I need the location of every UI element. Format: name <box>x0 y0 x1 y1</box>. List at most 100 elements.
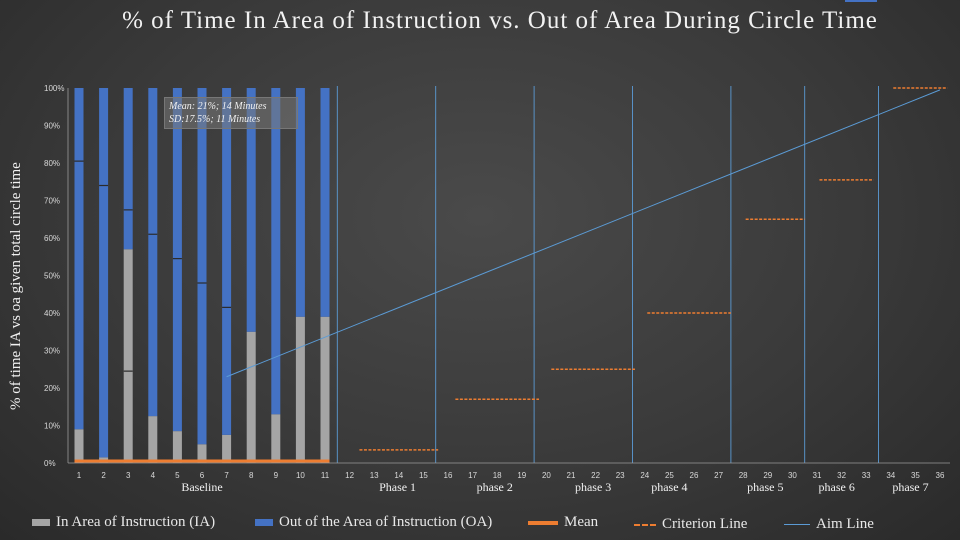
y-tick-label: 30% <box>44 347 60 356</box>
x-tick-label: 15 <box>419 471 428 480</box>
legend-item-oa: Out of the Area of Instruction (OA) <box>255 514 492 531</box>
legend-swatch-criterion <box>634 523 656 526</box>
x-tick-label: 8 <box>249 471 254 480</box>
legend-label-aim: Aim Line <box>816 516 874 532</box>
y-tick-label: 20% <box>44 384 60 393</box>
overlays <box>74 87 948 463</box>
phase-label: Baseline <box>181 480 222 494</box>
y-tick-label: 40% <box>44 309 60 318</box>
decorative-accent-bar <box>845 0 877 2</box>
x-tick-label: 20 <box>542 471 551 480</box>
bar-ia-session-11 <box>320 316 330 463</box>
phase-label: phase 2 <box>477 480 513 494</box>
chart-title: % of Time In Area of Instruction vs. Out… <box>122 7 878 34</box>
phase-label: phase 5 <box>747 480 783 494</box>
bar-oa-session-9 <box>271 88 281 415</box>
phase-label: phase 3 <box>575 480 611 494</box>
x-tick-label: 29 <box>763 471 772 480</box>
x-tick-label: 13 <box>370 471 379 480</box>
bar-oa-session-7 <box>222 88 232 435</box>
x-tick-label: 19 <box>517 471 526 480</box>
y-tick-label: 0% <box>44 459 56 468</box>
phase-label: phase 7 <box>892 480 928 494</box>
bar-ia-session-8 <box>246 331 256 463</box>
x-tick-label: 31 <box>813 471 822 480</box>
x-tick-label: 4 <box>151 471 156 480</box>
y-tick-label: 70% <box>44 197 60 206</box>
x-tick-label: 28 <box>739 471 748 480</box>
bar-ia-session-1 <box>74 429 84 463</box>
phase-label: Phase 1 <box>379 480 416 494</box>
bar-ia-session-6 <box>197 444 207 463</box>
x-tick-label: 12 <box>345 471 354 480</box>
bar-oa-session-11 <box>320 88 330 317</box>
gridlines <box>336 86 879 463</box>
legend-swatch-mean <box>528 520 558 525</box>
x-tick-label: 7 <box>224 471 229 480</box>
x-tick-label: 6 <box>200 471 205 480</box>
x-tick-label: 33 <box>862 471 871 480</box>
x-tick-label: 36 <box>936 471 945 480</box>
bar-oa-session-3 <box>123 88 133 250</box>
legend-item-criterion: Criterion Line <box>634 516 747 533</box>
phase-label: phase 6 <box>819 480 855 494</box>
x-tick-label: 17 <box>468 471 477 480</box>
legend-swatch-aim <box>784 524 810 526</box>
legend-label-ia: In Area of Instruction (IA) <box>56 514 216 530</box>
legend-item-mean: Mean <box>528 514 598 531</box>
y-tick-label: 50% <box>44 272 60 281</box>
x-tick-label: 16 <box>444 471 453 480</box>
x-tick-label: 25 <box>665 471 674 480</box>
y-tick-label: 10% <box>44 422 60 431</box>
legend-swatch-ia <box>32 519 50 527</box>
bar-oa-session-4 <box>148 88 158 417</box>
x-tick-label: 27 <box>714 471 723 480</box>
x-tick-label: 34 <box>886 471 895 480</box>
y-tick-label: 90% <box>44 122 60 131</box>
bar-oa-session-1 <box>74 88 84 430</box>
y-tick-label: 80% <box>44 159 60 168</box>
legend-item-ia: In Area of Instruction (IA) <box>32 514 215 531</box>
legend: In Area of Instruction (IA) Out of the A… <box>0 514 960 536</box>
x-tick-label: 32 <box>837 471 846 480</box>
x-tick-label: 11 <box>321 471 330 480</box>
bar-oa-session-6 <box>197 88 207 445</box>
x-tick-label: 30 <box>788 471 797 480</box>
annotation-mean: Mean: 21%; 14 Minutes <box>169 101 267 112</box>
x-tick-label: 24 <box>640 471 649 480</box>
y-tick-label: 60% <box>44 234 60 243</box>
x-tick-label: 5 <box>175 471 180 480</box>
y-tick-label: 100% <box>44 84 64 93</box>
aim-line <box>226 89 941 378</box>
x-tick-label: 23 <box>616 471 625 480</box>
x-tick-label: 3 <box>126 471 131 480</box>
bar-oa-session-10 <box>295 88 305 317</box>
annotation-sd: SD:17.5%; 11 Minutes <box>169 114 261 125</box>
bar-ia-session-7 <box>222 434 232 463</box>
x-tick-label: 10 <box>296 471 305 480</box>
x-tick-label: 1 <box>77 471 82 480</box>
axes: 0%10%20%30%40%50%60%70%80%90%100%1 2 3 4 5 6 7… <box>44 84 950 494</box>
legend-item-aim: Aim Line <box>784 516 874 533</box>
bar-oa-session-5 <box>172 88 182 432</box>
legend-label-oa: Out of the Area of Instruction (OA) <box>279 514 493 530</box>
bar-ia-session-5 <box>172 431 182 463</box>
bar-ia-session-3 <box>123 249 133 463</box>
legend-swatch-oa <box>255 519 273 527</box>
x-tick-label: 14 <box>394 471 403 480</box>
phase-label: phase 4 <box>651 480 687 494</box>
x-tick-label: 18 <box>493 471 502 480</box>
bar-ia-session-10 <box>295 316 305 463</box>
x-tick-label: 22 <box>591 471 600 480</box>
bar-oa-session-8 <box>246 88 256 332</box>
x-tick-label: 21 <box>567 471 576 480</box>
x-tick-label: 9 <box>274 471 279 480</box>
bars <box>74 88 330 463</box>
bar-oa-session-2 <box>99 88 109 458</box>
x-tick-label: 2 <box>101 471 106 480</box>
legend-label-criterion: Criterion Line <box>662 516 748 532</box>
mean-sd-annotation: Mean: 21%; 14 Minutes SD:17.5%; 11 Minut… <box>164 97 298 129</box>
bar-ia-session-9 <box>271 414 281 463</box>
legend-label-mean: Mean <box>564 514 599 530</box>
